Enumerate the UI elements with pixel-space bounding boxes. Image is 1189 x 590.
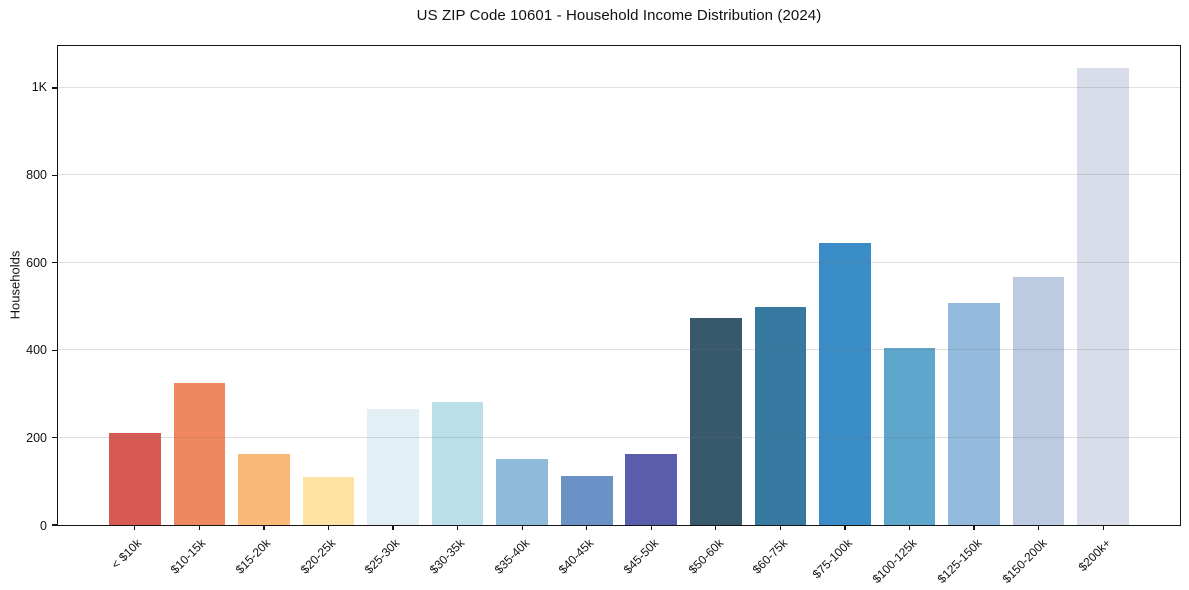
bar-35-40k <box>496 459 548 525</box>
chart-title: US ZIP Code 10601 - Household Income Dis… <box>416 7 822 24</box>
plot-area <box>52 45 1181 530</box>
x-tick-label: $200k+ <box>1075 536 1114 574</box>
x-tick-label: < $10k <box>108 536 144 572</box>
x-tick-mark <box>134 525 136 530</box>
y-tick-mark <box>52 87 57 89</box>
y-tick-mark <box>52 349 57 351</box>
bar-25-30k <box>367 409 419 525</box>
x-tick-mark <box>779 525 781 530</box>
x-tick-mark <box>392 525 394 530</box>
x-tick-label: $25-30k <box>361 536 403 577</box>
gridline <box>58 261 1180 263</box>
x-tick-label: $35-40k <box>491 536 532 577</box>
x-tick-label: $20-25k <box>297 536 338 577</box>
bar-45-50k <box>625 453 678 525</box>
x-tick-label: $10-15k <box>167 536 209 577</box>
gridline <box>58 436 1180 438</box>
bar-10-15k <box>173 382 226 525</box>
y-tick-mark <box>52 174 57 176</box>
y-tick-label: 200 <box>26 431 47 446</box>
x-tick-label: $30-35k <box>426 536 468 577</box>
x-tick-mark <box>715 525 717 530</box>
x-tick-mark <box>973 525 975 530</box>
y-tick-mark <box>52 524 57 526</box>
bar-150-200k <box>1012 276 1065 525</box>
x-tick-label: $60-75k <box>750 536 791 577</box>
x-tick-label: $125-150k <box>934 536 985 587</box>
y-tick-label: 1K <box>31 80 47 95</box>
y-tick-label: 0 <box>40 519 47 533</box>
x-tick-mark <box>650 525 652 530</box>
x-tick-mark <box>263 525 265 530</box>
bar-40-45k <box>560 475 613 525</box>
x-tick-mark <box>327 525 330 530</box>
bar-10k <box>109 433 161 525</box>
x-tick-mark <box>457 525 459 530</box>
y-axis: 0 200 400 600 800 1K <box>0 45 57 533</box>
gridline <box>58 349 1180 351</box>
bar-20-25k <box>302 476 355 525</box>
x-axis: < $10k $10-15k $15-20k $20-25k $25-30k $30-35… <box>57 526 1181 590</box>
y-tick-mark <box>52 437 57 439</box>
bar-50-60k <box>690 317 742 525</box>
bar-125-150k <box>948 302 1000 525</box>
x-tick-mark <box>1038 525 1040 530</box>
gridline <box>58 86 1180 88</box>
x-tick-mark <box>198 525 200 530</box>
x-tick-label: $15-20k <box>232 536 274 577</box>
bar-60-75k <box>754 306 807 525</box>
bar-200k <box>1077 68 1129 525</box>
x-tick-label: $40-45k <box>556 536 597 577</box>
bar-100-125k <box>883 348 936 525</box>
gridline <box>58 174 1180 176</box>
x-tick-mark <box>844 525 846 530</box>
x-tick-label: $75-100k <box>809 536 856 582</box>
x-tick-mark <box>586 525 588 530</box>
y-tick-label: 800 <box>26 167 47 182</box>
y-tick-label: 600 <box>26 255 47 270</box>
y-tick-mark <box>52 262 57 264</box>
x-tick-label: $50-60k <box>685 536 726 577</box>
y-tick-label: 400 <box>26 343 47 358</box>
x-tick-mark <box>1102 525 1104 530</box>
x-tick-label: $45-50k <box>620 536 662 577</box>
x-tick-mark <box>908 525 911 530</box>
bar-75-100k <box>819 242 871 525</box>
x-tick-mark <box>521 525 523 530</box>
x-tick-label: $100-125k <box>869 536 920 587</box>
x-tick-label: $150-200k <box>999 536 1050 587</box>
bar-15-20k <box>238 453 290 525</box>
bar-30-35k <box>431 401 484 525</box>
